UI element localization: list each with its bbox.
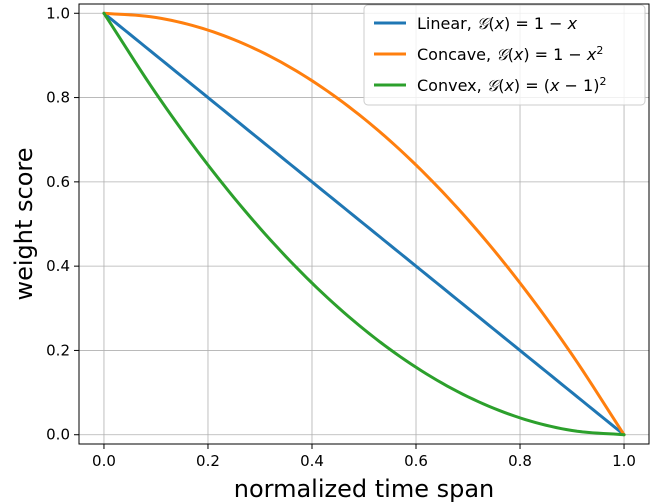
y-tick-label: 0.2 (46, 341, 70, 359)
y-tick-label: 1.0 (46, 4, 70, 22)
x-tick-label: 0.0 (92, 452, 116, 470)
y-tick-label: 0.6 (46, 173, 70, 191)
series-line-2 (102, 11, 626, 437)
axis-ticks: 0.0 0.2 0.4 0.6 0.8 1.0 0.0 0.2 0.4 0.6 0.8 1.0 (46, 4, 636, 470)
series-lines (102, 11, 626, 437)
y-tick-label: 0.0 (46, 426, 70, 444)
x-tick-label: 0.8 (508, 452, 532, 470)
legend: Linear, 𝒢(x) = 1 − x Concave, 𝒢(x) = 1 − … (363, 4, 646, 106)
x-tick-label: 1.0 (612, 452, 636, 470)
y-tick-label: 0.8 (46, 89, 70, 107)
x-tick-label: 0.6 (404, 452, 428, 470)
legend-label: Linear, 𝒢(x) = 1 − x (417, 14, 578, 33)
y-axis-label: weight score (10, 147, 38, 300)
series-line-0 (102, 11, 626, 437)
y-tick-label: 0.4 (46, 257, 70, 275)
x-tick-label: 0.4 (300, 452, 324, 470)
x-tick-label: 0.2 (196, 452, 220, 470)
legend-label: Concave, 𝒢(x) = 1 − x2 (417, 44, 603, 65)
series-line-1 (102, 11, 626, 437)
legend-box (363, 4, 646, 106)
legend-label: Convex, 𝒢(x) = (x − 1)2 (417, 75, 606, 96)
x-axis-label: normalized time span (234, 475, 495, 503)
plot-frame (78, 3, 650, 445)
